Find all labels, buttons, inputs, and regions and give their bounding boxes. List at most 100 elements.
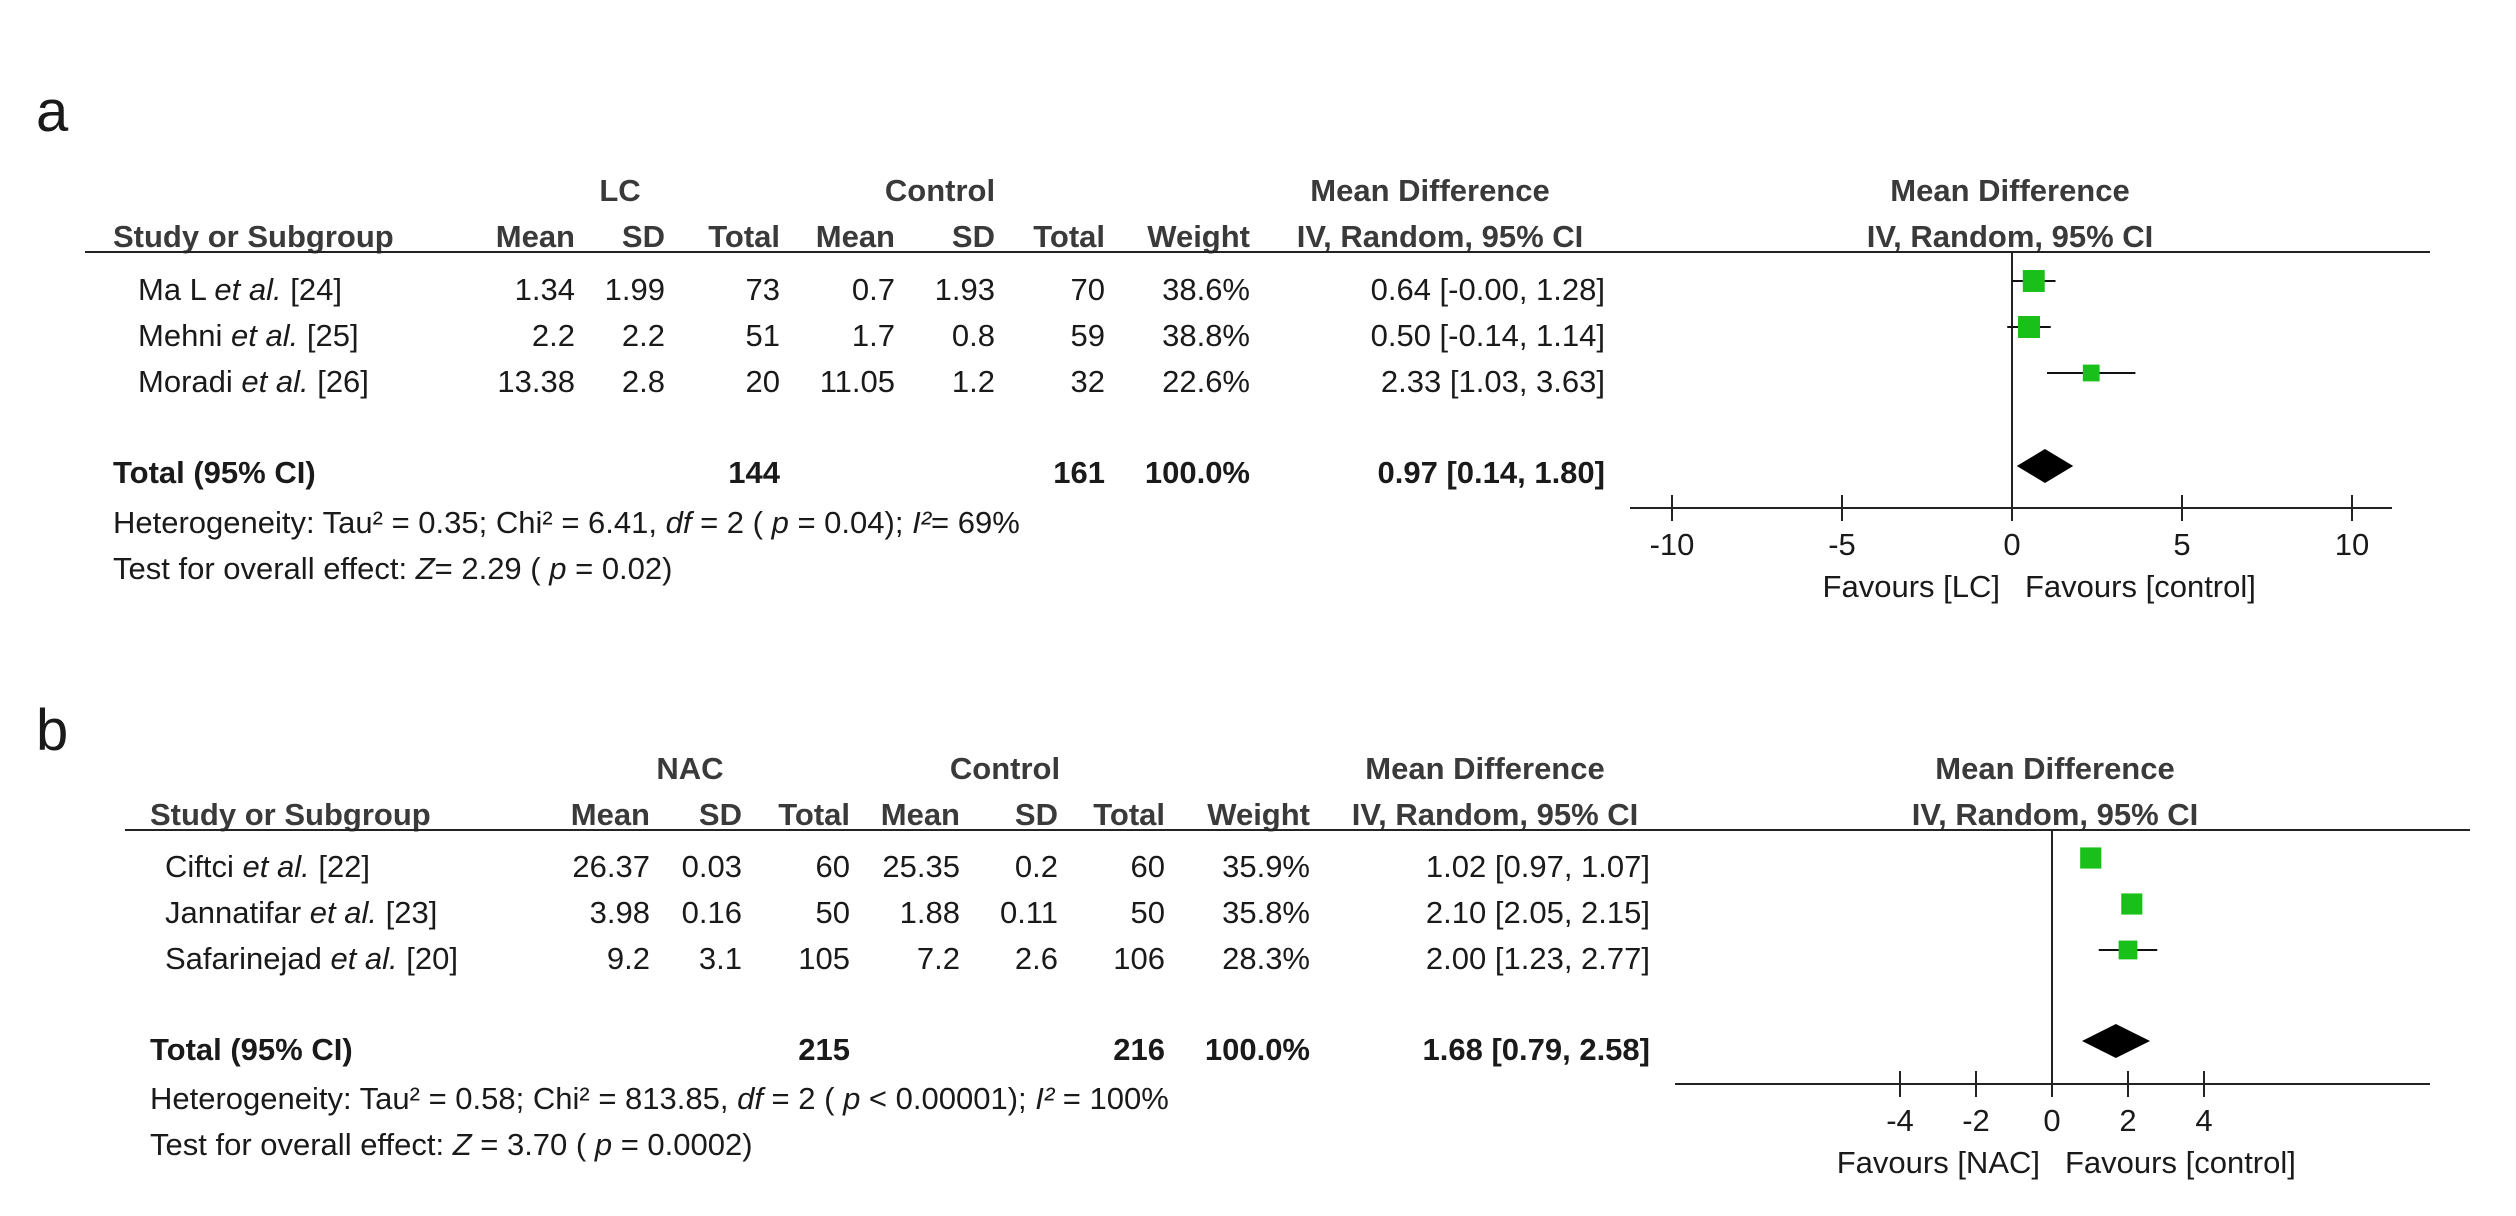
plot-header-1: Mean Difference [1935,751,2175,786]
x-tick-label: -4 [1886,1103,1914,1138]
weight: 22.6% [1162,364,1250,399]
mean2: 11.05 [819,364,895,399]
weight: 35.9% [1222,849,1310,884]
plot-header-2: IV, Random, 95% CI [1866,219,2154,254]
sd1: 2.8 [621,364,665,399]
sd1: 1.99 [604,272,665,307]
total-label: Total (95% CI) [113,455,316,490]
total-n2: 161 [1053,455,1105,490]
weight: 35.8% [1222,895,1310,930]
total2: 50 [1130,895,1165,930]
sd1: 3.1 [698,941,742,976]
study-name: Safarinejad et al. [20] [165,941,458,976]
study-marker [2118,940,2138,960]
effect-ci: 2.10 [2.05, 2.15] [1425,895,1650,930]
effect-ci: 0.50 [-0.14, 1.14] [1370,318,1605,353]
study-name: Moradi et al. [26] [138,364,369,399]
mean2: 0.7 [851,272,895,307]
col-total1-header: Total [778,797,850,832]
col-mean1-header: Mean [495,219,575,254]
forest-plot-a: -10 -5 0 5 10 [1630,251,2392,562]
x-tick-label: -10 [1650,527,1695,562]
sd1: 0.16 [681,895,742,930]
study-marker [2121,893,2143,915]
study-name: Jannatifar et al. [23] [165,895,438,930]
panel-label: b [36,698,69,763]
total-ci: 0.97 [0.14, 1.80] [1377,455,1606,490]
total-weight: 100.0% [1144,455,1250,490]
plot-header-2: IV, Random, 95% CI [1911,797,2199,832]
effect-ci: 2.33 [1.03, 3.63] [1380,364,1605,399]
sd1: 0.03 [681,849,742,884]
favours-right-label: Favours [control] [2025,569,2256,604]
col-total1-header: Total [708,219,780,254]
mean2: 1.7 [851,318,895,353]
plot-header-1: Mean Difference [1890,173,2130,208]
total1: 51 [745,318,780,353]
mean1: 3.98 [589,895,650,930]
total-diamond [2082,1024,2151,1058]
panel-label: a [36,79,69,144]
group1-header: LC [599,173,641,208]
group2-header: Control [949,751,1061,786]
total2: 70 [1070,272,1105,307]
total-n1: 144 [728,455,780,490]
mean2: 1.88 [899,895,960,930]
x-tick-label: 5 [2173,527,2190,562]
total-diamond [2016,449,2074,483]
total-ci: 1.68 [0.79, 2.58] [1422,1032,1651,1067]
sd1: 2.2 [621,318,665,353]
col-study-header: Study or Subgroup [150,797,431,832]
heterogeneity-text: Heterogeneity: Tau² = 0.58; Chi² = 813.8… [150,1081,1169,1116]
effect-ci: 2.00 [1.23, 2.77] [1425,941,1650,976]
col-sd2-header: SD [1014,797,1058,832]
total-label: Total (95% CI) [150,1032,353,1067]
total1: 50 [815,895,850,930]
effect-header-2: IV, Random, 95% CI [1296,219,1584,254]
forest-plot-panel-a: a LC Control Mean Difference Mean Differ… [36,79,2430,604]
mean2: 25.35 [882,849,960,884]
mean1: 1.34 [514,272,575,307]
total2: 60 [1130,849,1165,884]
total-n1: 215 [798,1032,850,1067]
col-mean2-header: Mean [815,219,895,254]
study-marker [2018,316,2040,338]
total-n2: 216 [1113,1032,1165,1067]
effect-header-1: Mean Difference [1310,173,1550,208]
total1: 105 [798,941,850,976]
weight: 38.8% [1162,318,1250,353]
study-marker [2080,847,2102,869]
weight: 28.3% [1222,941,1310,976]
mean1: 26.37 [572,849,650,884]
favours-left-label: Favours [LC] [1822,569,2000,604]
col-study-header: Study or Subgroup [113,219,394,254]
total2: 106 [1113,941,1165,976]
study-name: Ma L et al. [24] [138,272,342,307]
sd2: 2.6 [1014,941,1058,976]
mean2: 7.2 [916,941,960,976]
col-sd2-header: SD [951,219,995,254]
sd2: 0.11 [999,895,1058,930]
favours-right-label: Favours [control] [2065,1145,2296,1180]
total1: 73 [745,272,780,307]
header-divider [85,251,2430,253]
col-total2-header: Total [1033,219,1105,254]
mean1: 2.2 [531,318,575,353]
x-tick-label: 0 [2003,527,2020,562]
x-tick-label: 4 [2195,1103,2212,1138]
total2: 32 [1070,364,1105,399]
forest-plot-b: -4 -2 0 2 4 [1675,829,2430,1138]
study-marker [2082,364,2100,382]
sd2: 1.2 [951,364,995,399]
x-tick-label: 2 [2119,1103,2136,1138]
effect-header-1: Mean Difference [1365,751,1605,786]
col-sd1-header: SD [698,797,742,832]
col-mean1-header: Mean [570,797,650,832]
heterogeneity-text: Heterogeneity: Tau² = 0.35; Chi² = 6.41,… [113,505,1020,540]
effect-ci: 1.02 [0.97, 1.07] [1425,849,1650,884]
study-name: Ciftci et al. [22] [165,849,371,884]
sd2: 1.93 [934,272,995,307]
mean1: 9.2 [606,941,650,976]
favours-left-label: Favours [NAC] [1836,1145,2040,1180]
overall-effect-text: Test for overall effect: Z = 3.70 ( p = … [150,1127,753,1162]
